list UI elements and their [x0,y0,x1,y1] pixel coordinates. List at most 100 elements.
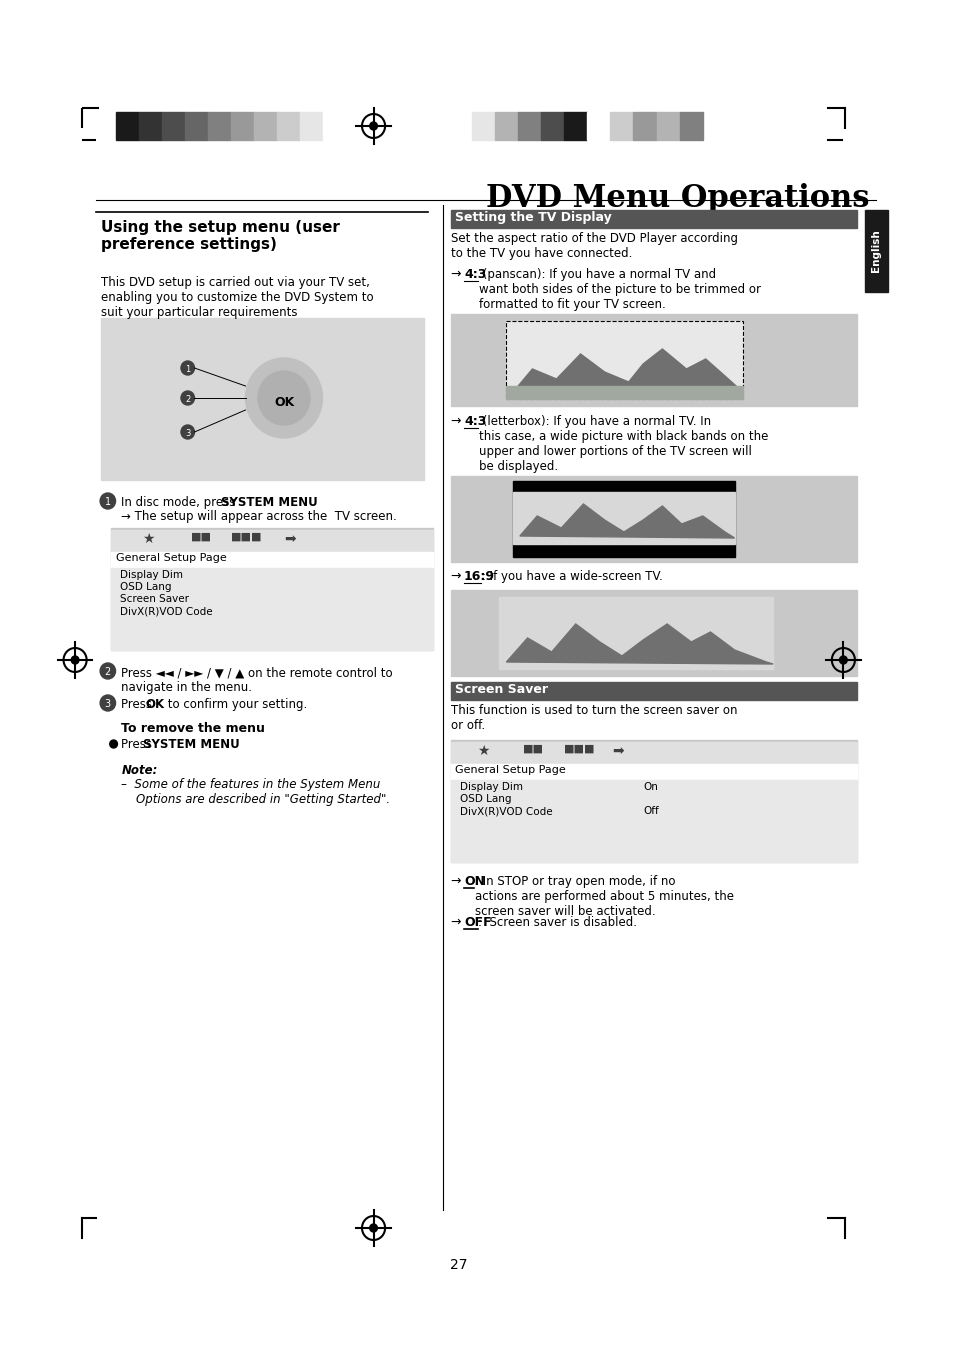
Text: OK: OK [274,396,294,408]
Bar [450,476,856,562]
Text: Press: Press [121,738,156,751]
Text: On: On [642,782,658,792]
Text: OK: OK [145,698,164,711]
Text: Press ◄◄ / ►► / ▼ / ▲ on the remote control to
navigate in the menu.: Press ◄◄ / ►► / ▼ / ▲ on the remote cont… [121,666,393,694]
Bar [450,740,856,862]
Text: (letterbox): If you have a normal TV. In
this case, a wide picture with black ba: (letterbox): If you have a normal TV. In… [479,415,768,473]
Text: →: → [450,415,464,428]
Text: SYSTEM MENU: SYSTEM MENU [221,496,318,509]
Text: Press: Press [121,698,156,711]
Text: OSD Lang: OSD Lang [459,794,511,804]
Text: –  Some of the features in the System Menu
    Options are described in "Getting: – Some of the features in the System Men… [121,778,390,807]
Text: : In STOP or tray open mode, if no
actions are performed about 5 minutes, the
sc: : In STOP or tray open mode, if no actio… [475,875,733,917]
Circle shape [181,361,194,376]
Text: → The setup will appear across the  TV screen.: → The setup will appear across the TV sc… [121,509,396,523]
Bar [656,112,679,141]
Bar [111,528,433,650]
Bar [208,112,231,141]
Text: Screen Saver: Screen Saver [455,684,548,696]
Circle shape [181,426,194,439]
Text: OSD Lang: OSD Lang [120,582,172,592]
Bar [101,317,423,480]
Text: ★: ★ [477,744,490,758]
Circle shape [370,122,377,130]
Text: 4:3: 4:3 [463,267,486,281]
Circle shape [245,358,322,438]
Bar [506,322,742,399]
Text: →: → [450,267,464,281]
Bar [111,567,433,650]
Text: OFF: OFF [463,916,491,929]
Text: DivX(R)VOD Code: DivX(R)VOD Code [459,807,552,816]
Text: Display Dim: Display Dim [459,782,522,792]
Text: ■■: ■■ [191,532,212,542]
Polygon shape [513,349,742,392]
Circle shape [370,1224,377,1232]
Text: Set the aspect ratio of the DVD Player according
to the TV you have connected.: Set the aspect ratio of the DVD Player a… [450,232,737,259]
Text: ■■: ■■ [522,744,543,754]
Text: 1: 1 [105,497,111,507]
Text: Display Dim: Display Dim [120,570,183,580]
Text: ON: ON [463,875,484,888]
Bar [498,597,772,669]
Bar [300,112,323,141]
Text: 1: 1 [185,365,191,373]
Bar [506,322,742,399]
Circle shape [100,493,115,509]
Text: General Setup Page: General Setup Page [115,553,226,563]
Bar [513,481,734,557]
Bar [231,112,253,141]
Text: General Setup Page: General Setup Page [455,765,565,775]
Text: 2: 2 [185,394,191,404]
Bar [587,112,610,141]
Bar [450,780,856,862]
Text: English: English [870,230,881,273]
Text: ■■■: ■■■ [231,532,262,542]
Bar [138,112,162,141]
Bar [450,765,856,780]
Text: Note:: Note: [121,765,157,777]
Bar [472,112,495,141]
Bar [185,112,208,141]
Bar [450,590,856,676]
Text: ■■■: ■■■ [563,744,595,754]
Text: This function is used to turn the screen saver on
or off.: This function is used to turn the screen… [450,704,737,732]
Text: 3: 3 [105,698,111,709]
Text: ➡: ➡ [612,744,623,758]
Bar [563,112,587,141]
Circle shape [110,740,117,748]
Text: 4:3: 4:3 [463,415,486,428]
Bar [495,112,517,141]
Bar [450,682,856,700]
Text: Using the setup menu (user
preference settings): Using the setup menu (user preference se… [101,220,339,253]
Circle shape [100,663,115,680]
Bar [863,209,886,292]
Bar [253,112,277,141]
Polygon shape [519,504,734,538]
Bar [323,112,346,141]
Text: (panscan): If you have a normal TV and
want both sides of the picture to be trim: (panscan): If you have a normal TV and w… [479,267,760,311]
Text: ➡: ➡ [284,532,295,546]
Circle shape [71,657,79,663]
Text: to confirm your setting.: to confirm your setting. [164,698,307,711]
Text: DVD Menu Operations: DVD Menu Operations [486,182,869,213]
Text: ★: ★ [142,532,154,546]
Text: 3: 3 [185,428,191,438]
Bar [115,112,138,141]
Polygon shape [506,624,772,663]
Text: →: → [450,916,464,929]
Text: DivX(R)VOD Code: DivX(R)VOD Code [120,607,213,616]
Bar [610,112,633,141]
Text: : If you have a wide-screen TV.: : If you have a wide-screen TV. [482,570,662,584]
Bar [540,112,563,141]
Text: :  Screen saver is disabled.: : Screen saver is disabled. [478,916,637,929]
Bar [111,530,433,553]
Bar [450,209,856,228]
Text: This DVD setup is carried out via your TV set,
enabling you to customize the DVD: This DVD setup is carried out via your T… [101,276,374,319]
Text: Setting the TV Display: Setting the TV Display [455,211,612,224]
Circle shape [257,372,310,426]
Text: Off: Off [642,807,659,816]
Circle shape [100,694,115,711]
Text: 2: 2 [105,667,111,677]
Bar [506,386,742,399]
